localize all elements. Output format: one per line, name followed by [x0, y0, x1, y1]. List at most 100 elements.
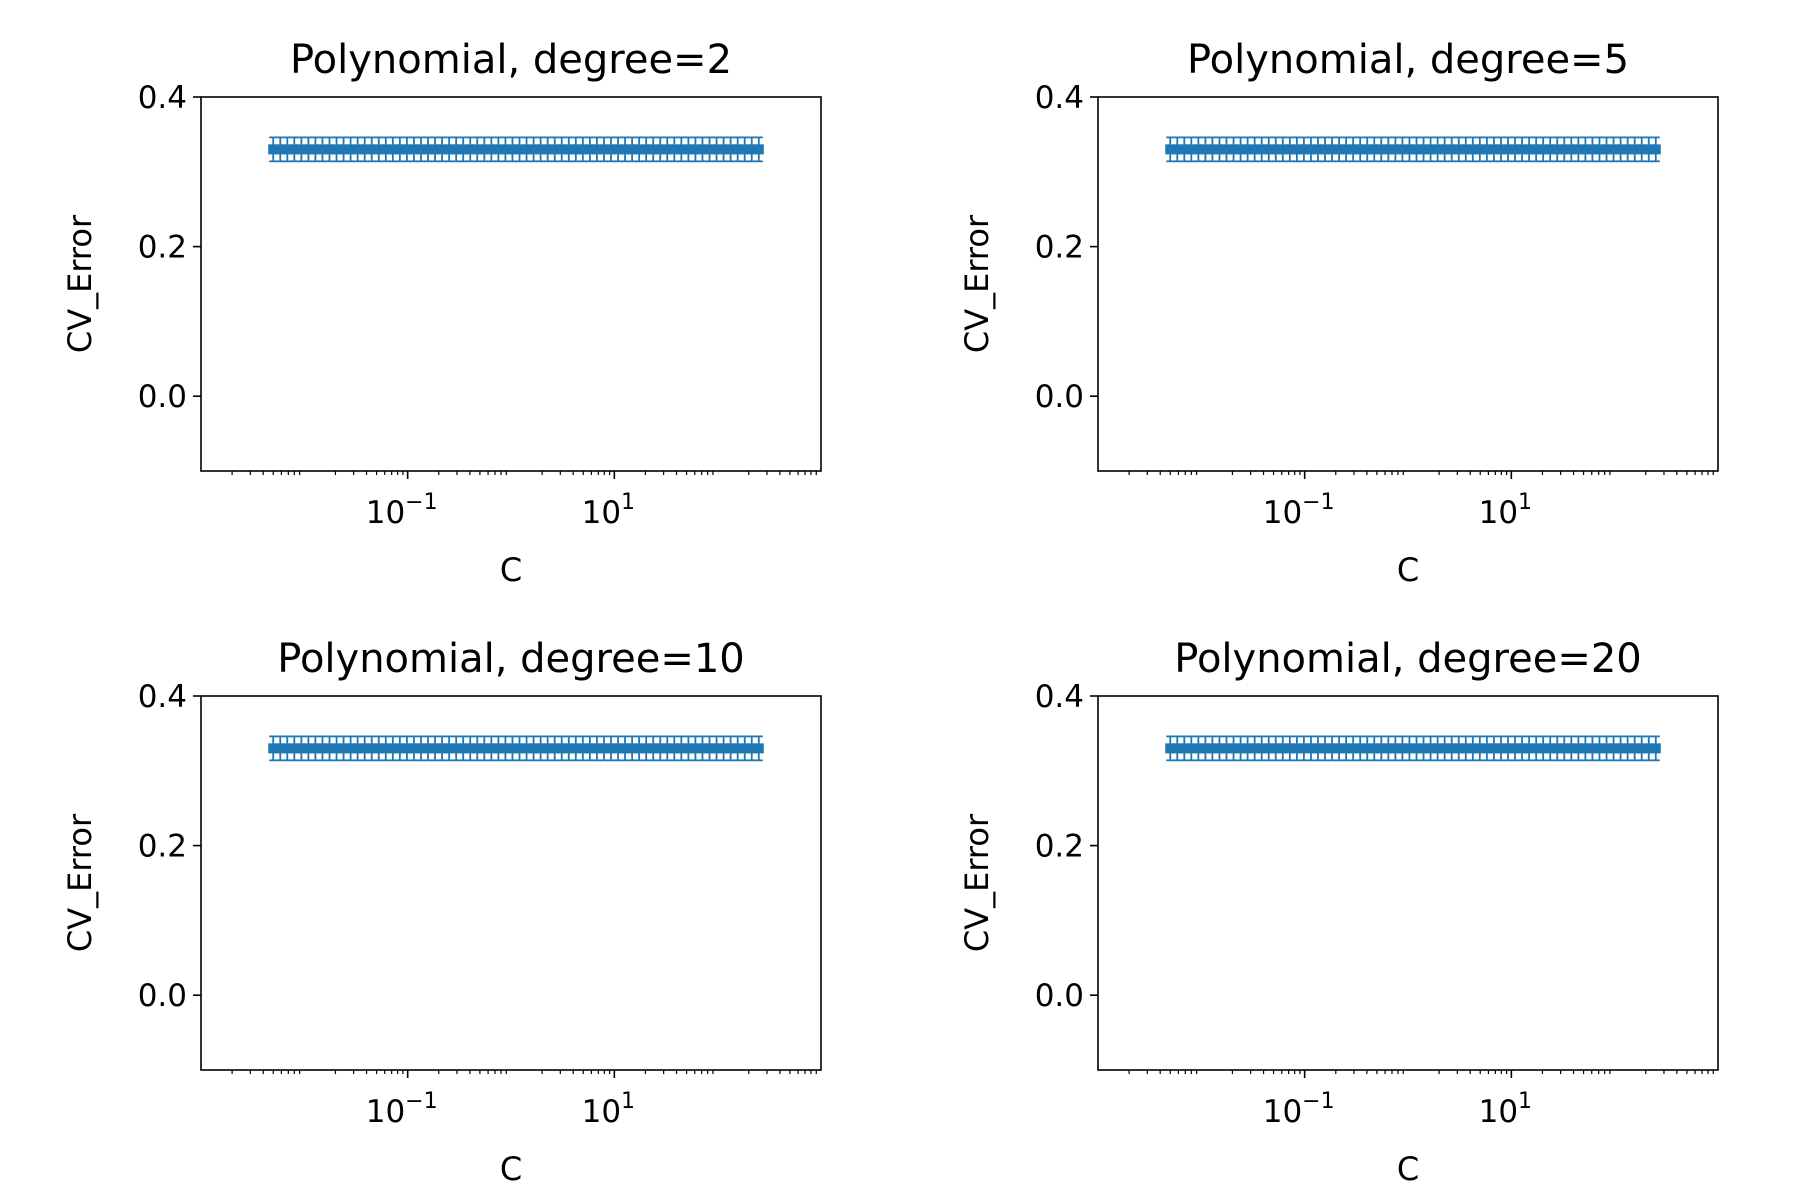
- data-point: [1545, 144, 1556, 155]
- data-point: [1552, 144, 1563, 155]
- data-point: [1460, 743, 1471, 754]
- data-point: [493, 743, 504, 754]
- data-point: [1383, 144, 1394, 155]
- data-point: [1601, 743, 1612, 754]
- x-tick-base: 10: [582, 1094, 621, 1130]
- data-point: [591, 743, 602, 754]
- data-point: [303, 743, 314, 754]
- data-point: [1531, 743, 1542, 754]
- data-point: [1432, 743, 1443, 754]
- data-point: [1390, 743, 1401, 754]
- data-point: [1629, 144, 1640, 155]
- data-point: [535, 743, 546, 754]
- data-point: [641, 743, 652, 754]
- data-point: [753, 743, 764, 754]
- x-tick-base: 10: [582, 495, 621, 531]
- data-point: [1193, 743, 1204, 754]
- data-point: [1256, 144, 1267, 155]
- data-point: [1369, 144, 1380, 155]
- data-point: [1249, 144, 1260, 155]
- data-point: [1362, 743, 1373, 754]
- data-point: [345, 743, 356, 754]
- data-point: [1481, 743, 1492, 754]
- data-point: [317, 144, 328, 155]
- data-point: [1439, 144, 1450, 155]
- data-point: [275, 144, 286, 155]
- data-point: [739, 144, 750, 155]
- data-series: [268, 735, 764, 762]
- data-point: [1383, 743, 1394, 754]
- data-point: [465, 144, 476, 155]
- data-point: [1425, 144, 1436, 155]
- data-point: [1298, 743, 1309, 754]
- data-point: [1305, 144, 1316, 155]
- data-point: [1362, 144, 1373, 155]
- data-point: [634, 743, 645, 754]
- y-tick-label: 0.2: [1035, 829, 1084, 865]
- x-tick-base: 10: [366, 1094, 405, 1130]
- x-tick-exponent: 1: [621, 490, 635, 515]
- data-point: [556, 743, 567, 754]
- data-point: [1531, 144, 1542, 155]
- data-point: [1601, 144, 1612, 155]
- data-point: [577, 144, 588, 155]
- data-point: [317, 743, 328, 754]
- x-tick-label: 10−1: [1263, 490, 1335, 531]
- data-point: [387, 144, 398, 155]
- data-point: [1643, 144, 1654, 155]
- data-point: [1524, 144, 1535, 155]
- data-point: [380, 144, 391, 155]
- data-point: [1587, 144, 1598, 155]
- data-point: [1650, 144, 1661, 155]
- data-point: [1341, 144, 1352, 155]
- data-point: [542, 144, 553, 155]
- data-point: [746, 743, 757, 754]
- data-point: [1524, 743, 1535, 754]
- data-point: [1228, 743, 1239, 754]
- data-point: [598, 743, 609, 754]
- data-point: [1495, 743, 1506, 754]
- data-point: [1207, 144, 1218, 155]
- data-point: [310, 144, 321, 155]
- data-point: [1418, 144, 1429, 155]
- data-point: [1467, 144, 1478, 155]
- data-point: [704, 743, 715, 754]
- data-point: [563, 144, 574, 155]
- y-tick-label: 0.4: [138, 679, 187, 715]
- data-point: [1545, 743, 1556, 754]
- data-point: [1510, 743, 1521, 754]
- data-point: [732, 144, 743, 155]
- data-point: [1348, 144, 1359, 155]
- data-point: [584, 743, 595, 754]
- data-series: [1165, 136, 1661, 163]
- data-point: [408, 743, 419, 754]
- data-point: [732, 743, 743, 754]
- data-point: [1439, 743, 1450, 754]
- data-point: [1312, 743, 1323, 754]
- data-point: [338, 144, 349, 155]
- data-point: [401, 743, 412, 754]
- data-point: [479, 743, 490, 754]
- data-point: [683, 743, 694, 754]
- data-point: [451, 144, 462, 155]
- chart-panel-2: Polynomial, degree=50.40.20.010−1 101CCV_…: [958, 37, 1719, 589]
- data-point: [1312, 144, 1323, 155]
- data-point: [1510, 144, 1521, 155]
- data-point: [423, 144, 434, 155]
- data-point: [613, 144, 624, 155]
- data-point: [324, 144, 335, 155]
- y-tick-label: 0.2: [138, 829, 187, 865]
- data-point: [380, 743, 391, 754]
- data-point: [275, 743, 286, 754]
- data-point: [1249, 743, 1260, 754]
- data-point: [1256, 743, 1267, 754]
- data-point: [1214, 743, 1225, 754]
- data-point: [1221, 144, 1232, 155]
- data-point: [268, 743, 279, 754]
- data-point: [296, 144, 307, 155]
- data-point: [1327, 144, 1338, 155]
- data-point: [662, 743, 673, 754]
- data-point: [324, 743, 335, 754]
- data-series: [268, 136, 764, 163]
- data-point: [1305, 743, 1316, 754]
